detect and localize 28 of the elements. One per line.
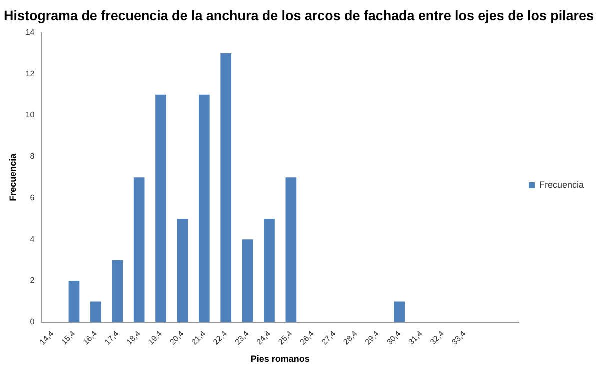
x-tick-label: 30,4 bbox=[385, 329, 404, 347]
bar bbox=[68, 281, 80, 322]
y-tick-label: 0 bbox=[30, 318, 36, 327]
bar bbox=[198, 94, 210, 322]
bar bbox=[177, 218, 188, 322]
y-tick-label: 4 bbox=[30, 234, 36, 244]
y-tick-label: 10 bbox=[26, 110, 36, 120]
y-tick-label: 12 bbox=[26, 69, 36, 78]
chart-title: Histograma de frecuencia de la anchura de los arcos de fachada entre los ejes de los pilares bbox=[4, 8, 594, 24]
x-tick-label: 32,4 bbox=[428, 329, 446, 347]
x-axis-title: Pies romanos bbox=[250, 354, 310, 364]
bar bbox=[220, 53, 232, 322]
y-tick-label: 6 bbox=[30, 193, 36, 202]
y-tick-label: 8 bbox=[30, 152, 36, 162]
x-tick-label: 31,4 bbox=[406, 329, 425, 347]
y-tick-label: 14 bbox=[26, 28, 36, 38]
bar bbox=[156, 94, 166, 322]
bar bbox=[242, 240, 254, 322]
y-axis-title: Frecuencia bbox=[8, 152, 18, 202]
bar bbox=[286, 178, 297, 322]
bar bbox=[90, 302, 102, 322]
bar bbox=[264, 218, 275, 322]
bar bbox=[394, 302, 406, 322]
legend-label: Frecuencia bbox=[539, 180, 584, 190]
bar bbox=[134, 178, 145, 322]
bar bbox=[112, 260, 124, 322]
y-tick-label: 2 bbox=[30, 276, 36, 286]
x-tick-label: 33,4 bbox=[450, 329, 468, 347]
